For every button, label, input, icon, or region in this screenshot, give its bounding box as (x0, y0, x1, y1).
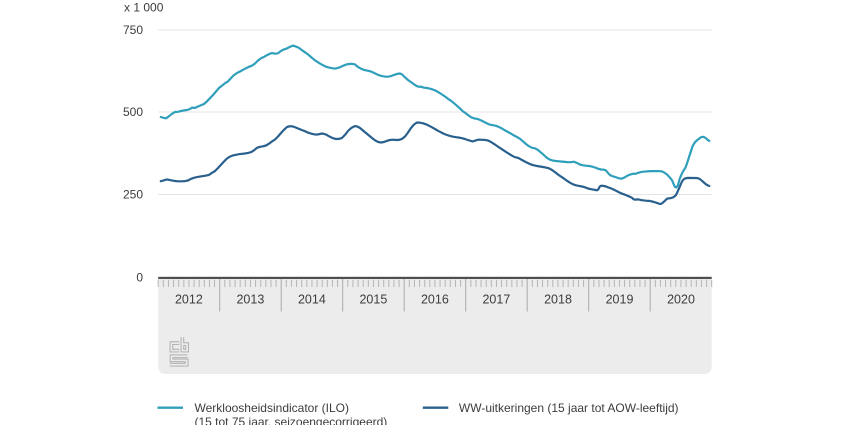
svg-text:0: 0 (136, 271, 143, 285)
svg-text:2015: 2015 (359, 293, 387, 307)
svg-text:2016: 2016 (421, 293, 449, 307)
svg-text:2020: 2020 (667, 293, 695, 307)
svg-text:(15 tot 75 jaar, seizoengecorr: (15 tot 75 jaar, seizoengecorrigeerd) (195, 415, 388, 425)
svg-text:2013: 2013 (236, 293, 264, 307)
svg-text:250: 250 (123, 188, 143, 202)
svg-text:2012: 2012 (175, 293, 203, 307)
svg-text:x 1 000: x 1 000 (124, 1, 164, 15)
svg-text:2019: 2019 (606, 293, 634, 307)
svg-text:WW-uitkeringen (15 jaar tot AO: WW-uitkeringen (15 jaar tot AOW-leeftijd… (459, 401, 679, 415)
svg-text:750: 750 (123, 23, 143, 37)
svg-text:2014: 2014 (298, 293, 326, 307)
svg-text:Werkloosheidsindicator (ILO): Werkloosheidsindicator (ILO) (195, 401, 350, 415)
svg-text:2018: 2018 (544, 293, 572, 307)
svg-text:500: 500 (123, 105, 143, 119)
svg-text:2017: 2017 (482, 293, 510, 307)
